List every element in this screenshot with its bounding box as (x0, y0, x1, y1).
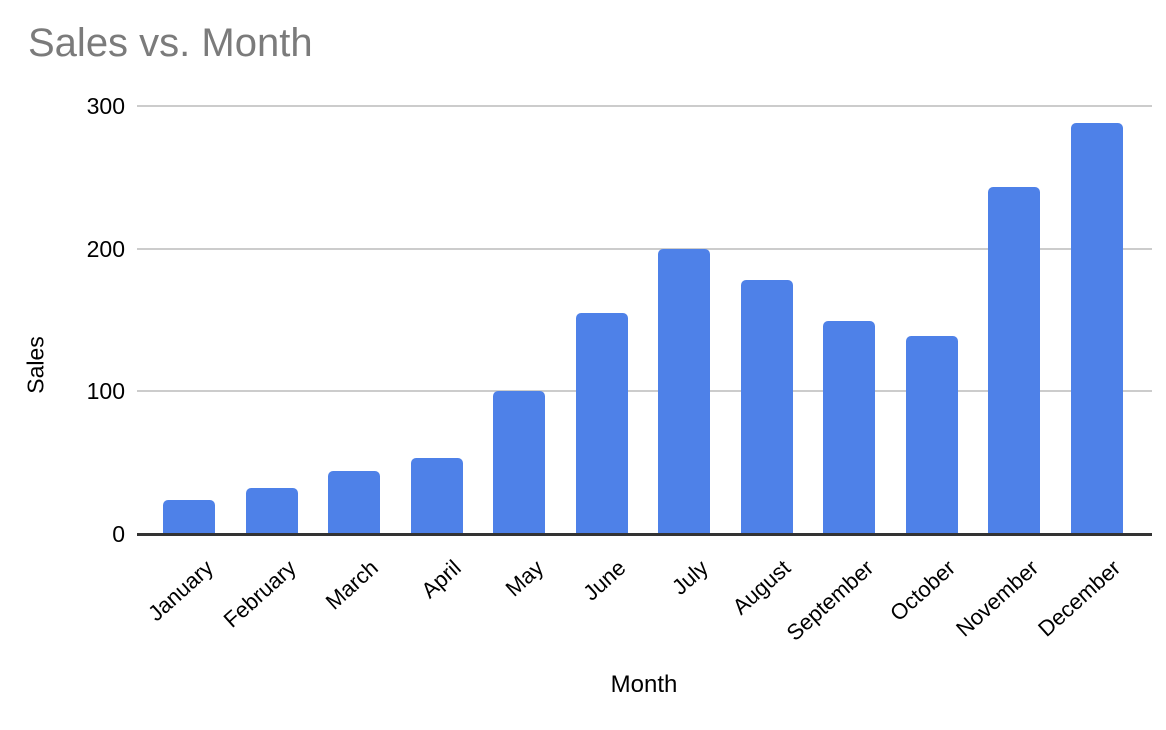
bar-may (493, 391, 546, 534)
gridline-100 (137, 390, 1152, 393)
x-label-april: April (416, 555, 466, 604)
bars-row (148, 106, 1138, 534)
x-label-november: November (950, 555, 1043, 642)
bar-slot-may (478, 106, 561, 534)
bar-slot-january (148, 106, 231, 534)
bar-slot-july (643, 106, 726, 534)
bar-october (905, 335, 958, 534)
x-label-october: October (885, 555, 961, 626)
bar-july (658, 248, 711, 534)
bar-april (410, 458, 463, 534)
bar-december (1070, 123, 1123, 534)
bar-june (575, 312, 628, 534)
bar-november (988, 187, 1041, 534)
bar-february (245, 488, 298, 534)
x-axis-title: Month (610, 671, 678, 698)
bar-slot-june (561, 106, 644, 534)
bar-slot-august (726, 106, 809, 534)
gridline-300 (137, 105, 1152, 107)
bar-march (328, 471, 381, 534)
bar-slot-october (891, 106, 974, 534)
y-tick-label-200: 200 (86, 235, 125, 262)
chart-title: Sales vs. Month (28, 21, 313, 65)
x-label-september: September (781, 555, 878, 646)
plot-area (137, 105, 1152, 536)
bar-slot-april (396, 106, 479, 534)
x-label-january: January (143, 555, 218, 626)
bar-september (823, 321, 876, 534)
y-tick-label-100: 100 (86, 378, 125, 405)
bar-slot-march (313, 106, 396, 534)
x-label-march: March (320, 555, 383, 615)
bar-slot-november (973, 106, 1056, 534)
bar-slot-december (1056, 106, 1139, 534)
x-label-february: February (218, 555, 301, 633)
x-label-december: December (1033, 555, 1126, 642)
x-label-july: July (667, 555, 713, 600)
y-tick-label-300: 300 (86, 93, 125, 119)
x-axis-baseline (137, 532, 1152, 536)
gridline-200 (137, 247, 1152, 250)
x-label-june: June (578, 555, 631, 606)
x-label-august: August (727, 555, 796, 620)
bar-january (163, 499, 216, 534)
y-tick-label-0: 0 (112, 521, 125, 547)
x-label-may: May (500, 555, 548, 602)
bar-august (740, 280, 793, 534)
bar-slot-september (808, 106, 891, 534)
bar-slot-february (231, 106, 314, 534)
